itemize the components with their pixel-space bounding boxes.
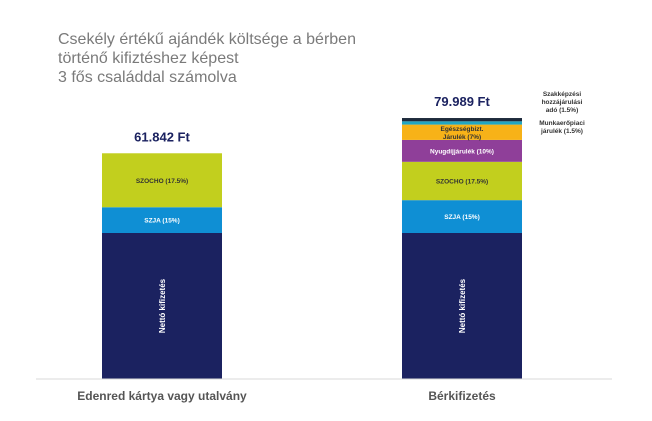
segment-label-szja-15: SZJA (15%): [144, 218, 180, 225]
bars: [102, 118, 522, 379]
segment-label-egeszsegbizt-jarulek-7-line-2: Járulék (7%): [443, 134, 481, 141]
segment-label-szakkepzesi-hozzajarulasi-ado-1-5-line-2: hozzájárulási: [542, 99, 583, 106]
total-label-1: 61.842 Ft: [134, 129, 190, 144]
title-line-3: 3 fős családdal számolva: [58, 69, 237, 86]
total-label-2: 79.989 Ft: [434, 94, 490, 109]
bar-segment-szocho-17-5: [102, 153, 222, 208]
title-line-2: történő kifiztéshez képest: [58, 50, 239, 67]
segment-label-egeszsegbizt-jarulek-7-line-1: Egészségbizt.: [441, 126, 484, 133]
title-line-1: Csekély értékű ajándék költsége a bérben: [58, 31, 356, 48]
segment-label-szja-15: SZJA (15%): [444, 214, 480, 221]
segment-label-munkaeropiaci-jarulek-1-5-line-2: járulék (1.5%): [540, 128, 583, 135]
segment-label-netto-kifizetes: Nettó kifizetés: [158, 278, 167, 333]
bar-segment-szja-15: [102, 207, 222, 233]
segment-label-szakkepzesi-hozzajarulasi-ado-1-5-line-3: adó (1.5%): [546, 107, 579, 114]
category-label-2: Bérkifizetés: [428, 389, 496, 403]
bar-segment-szakkepzesi-hozzajarulasi-ado-1-5: [402, 118, 522, 122]
bar-segment-munkaeropiaci-jarulek-1-5: [402, 121, 522, 125]
category-label-1: Edenred kártya vagy utalvány: [77, 389, 247, 403]
segment-label-szakkepzesi-hozzajarulasi-ado-1-5-line-1: Szakképzési: [543, 91, 581, 98]
bar-segment-netto-kifizetes: [102, 233, 222, 379]
bar-segment-nyugdijjarulek-10: [402, 139, 522, 162]
chart-title: Csekély értékű ajándék költsége a bérben…: [58, 31, 356, 86]
segment-label-netto-kifizetes: Nettó kifizetés: [458, 278, 467, 333]
bar-segment-netto-kifizetes: [402, 233, 522, 379]
segment-label-szocho-17-5: SZOCHO (17.5%): [136, 178, 188, 185]
segment-label-munkaeropiaci-jarulek-1-5-line-1: Munkaerőpiaci: [539, 120, 585, 127]
segment-label-szocho-17-5: SZOCHO (17.5%): [436, 178, 488, 185]
bar-segment-szocho-17-5: [402, 161, 522, 201]
labels: Nettó kifizetés SZJA (15%) SZOCHO (17.5%) 6…: [77, 91, 585, 403]
bar-segment-szja-15: [402, 200, 522, 233]
segment-label-nyugdijjarulek-10: Nyugdíjjárulék (10%): [430, 148, 494, 155]
bar-segment-egeszsegbizt-jarulek-7: [402, 124, 522, 140]
